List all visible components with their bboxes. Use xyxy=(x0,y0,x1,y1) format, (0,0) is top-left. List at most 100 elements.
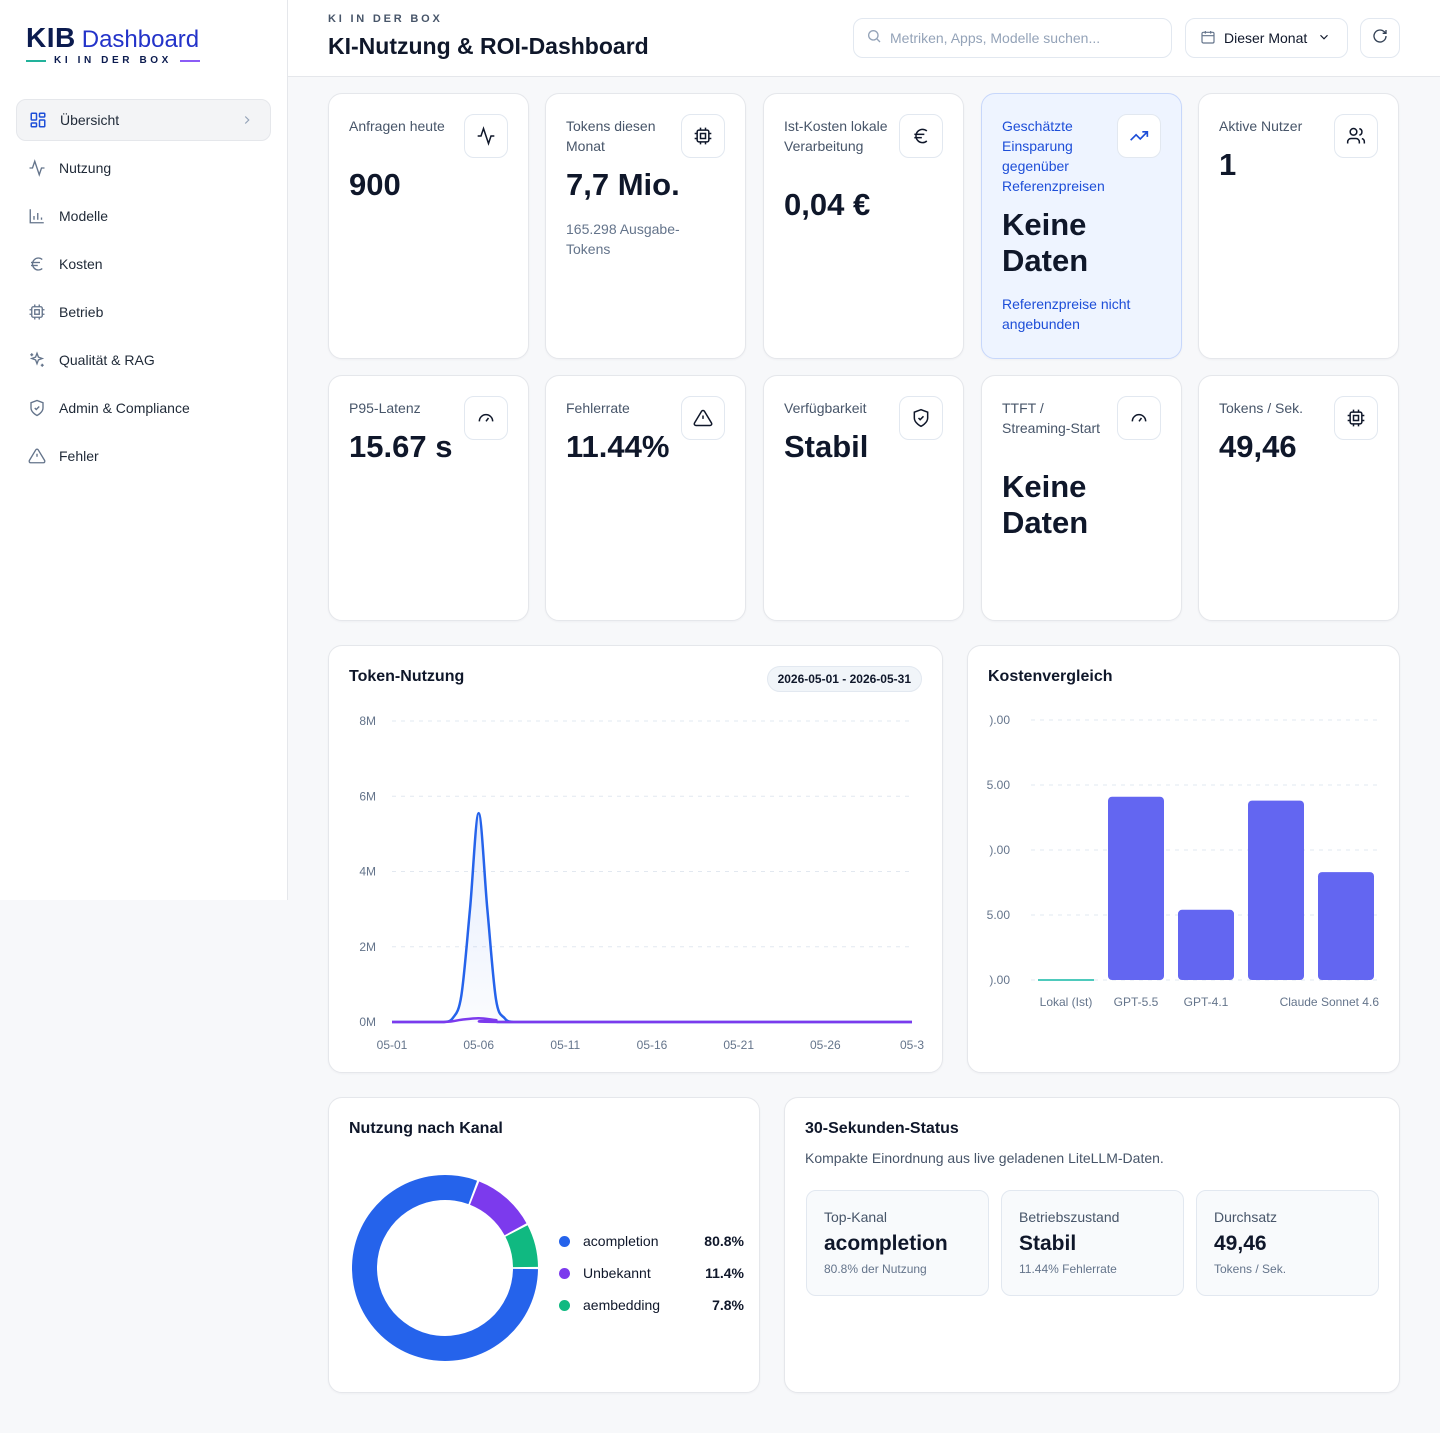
legend-percent: 11.4% xyxy=(705,1265,744,1281)
kpi-value: Keine Daten xyxy=(1002,469,1089,540)
kpi-label: P95-Latenz xyxy=(349,400,421,416)
kpi-value: 7,7 Mio. xyxy=(566,167,680,202)
kpi-value: 15.67 s xyxy=(349,429,453,464)
y-tick-label: 0M xyxy=(359,1015,376,1029)
trending-up-icon xyxy=(1117,114,1161,158)
sidebar-item-uebersicht[interactable]: Übersicht xyxy=(16,99,271,141)
kpi-card-einsparung[interactable]: Geschätzte Einsparung gegenüber Referenz… xyxy=(981,93,1182,359)
bar xyxy=(1108,796,1164,980)
search-box[interactable] xyxy=(853,18,1172,58)
legend-percent: 80.8% xyxy=(704,1233,744,1249)
sidebar-item-betrieb[interactable]: Betrieb xyxy=(16,291,271,333)
tile-label: Top-Kanal xyxy=(824,1209,888,1225)
x-tick-label: GPT-4.1 xyxy=(1184,995,1229,1009)
sidebar-item-label: Admin & Compliance xyxy=(59,400,190,416)
sidebar-item-label: Qualität & RAG xyxy=(59,352,155,368)
status-tile-top-kanal: Top-Kanal acompletion 80.8% der Nutzung xyxy=(806,1190,989,1296)
donut-slice xyxy=(505,1225,538,1268)
sidebar-item-fehler[interactable]: Fehler xyxy=(16,435,271,477)
calendar-icon xyxy=(1200,29,1216,48)
date-range-label: Dieser Monat xyxy=(1224,30,1308,46)
channel-usage-card: Nutzung nach Kanal acompletion 80.8% Unb… xyxy=(328,1097,760,1393)
kpi-card-aktive-nutzer[interactable]: Aktive Nutzer 1 xyxy=(1198,93,1399,359)
sidebar-item-qualitaet-rag[interactable]: Qualität & RAG xyxy=(16,339,271,381)
sidebar-item-nutzung[interactable]: Nutzung xyxy=(16,147,271,189)
brand-name: KIB xyxy=(26,22,76,53)
sidebar-item-label: Kosten xyxy=(59,256,103,272)
sparkles-icon xyxy=(28,351,46,369)
x-tick-label: 05-06 xyxy=(463,1038,494,1052)
tile-value: 49,46 xyxy=(1214,1232,1267,1255)
refresh-button[interactable] xyxy=(1360,18,1400,58)
y-tick-label: ).00 xyxy=(989,973,1010,987)
kpi-value: Keine Daten xyxy=(1002,207,1089,278)
legend-percent: 7.8% xyxy=(712,1297,744,1313)
kpi-card-tokens-monat[interactable]: Tokens diesen Monat 7,7 Mio. 165.298 Aus… xyxy=(545,93,746,359)
layout-grid-icon xyxy=(29,111,47,129)
kpi-card-ttft[interactable]: TTFT / Streaming-Start Keine Daten xyxy=(981,375,1182,621)
sidebar-item-label: Modelle xyxy=(59,208,109,224)
tile-subtext: 80.8% der Nutzung xyxy=(824,1262,927,1276)
kpi-card-p95-latenz[interactable]: P95-Latenz 15.67 s xyxy=(328,375,529,621)
kpi-card-tokens-sek[interactable]: Tokens / Sek. 49,46 xyxy=(1198,375,1399,621)
warning-icon xyxy=(681,396,725,440)
gauge-icon xyxy=(464,396,508,440)
kpi-subtext: Referenzpreise nicht angebunden xyxy=(1002,296,1131,332)
x-tick-label: Claude Sonnet 4.6 xyxy=(1280,995,1380,1009)
cost-comparison-card: Kostenvergleich ).00 5.00).00 5.00).00 Loka… xyxy=(967,645,1400,1073)
euro-icon xyxy=(899,114,943,158)
status-subtitle: Kompakte Einordnung aus live geladenen L… xyxy=(805,1150,1164,1166)
donut-slice xyxy=(470,1181,527,1236)
kpi-card-ist-kosten[interactable]: Ist-Kosten lokale Verarbeitung 0,04 € xyxy=(763,93,964,359)
search-input[interactable] xyxy=(890,30,1160,46)
sidebar-item-modelle[interactable]: Modelle xyxy=(16,195,271,237)
legend-item: aembedding 7.8% xyxy=(559,1289,744,1321)
kpi-card-verfuegbarkeit[interactable]: Verfügbarkeit Stabil xyxy=(763,375,964,621)
kpi-subtext: 165.298 Ausgabe-Tokens xyxy=(566,221,680,257)
x-tick-label: 05-01 xyxy=(377,1038,408,1052)
kpi-value: 11.44% xyxy=(566,429,670,464)
bar xyxy=(1248,800,1304,980)
bar xyxy=(1178,909,1234,980)
token-usage-chart: 0M 2M 4M 6M 8M 05-01 05-06 05-11 05-16 05-21 05-26… xyxy=(359,714,924,1052)
y-tick-label: 6M xyxy=(359,789,376,803)
shield-check-icon xyxy=(899,396,943,440)
kpi-value: 0,04 € xyxy=(784,187,871,222)
brand-product: Dashboard xyxy=(81,26,200,53)
tile-value: Stabil xyxy=(1019,1232,1077,1255)
channel-donut-chart xyxy=(352,1175,538,1361)
kpi-value: 900 xyxy=(349,167,401,202)
sidebar-item-label: Fehler xyxy=(59,448,99,464)
kpi-label: Fehlerrate xyxy=(566,400,630,416)
sidebar-item-label: Nutzung xyxy=(59,160,112,176)
cpu-icon xyxy=(1334,396,1378,440)
page-title: KI-Nutzung & ROI-Dashboard xyxy=(328,33,649,59)
activity-icon xyxy=(28,159,46,177)
chevron-right-icon xyxy=(240,113,254,127)
brand-logo[interactable]: KIB Dashboard KI IN DER BOX xyxy=(26,22,206,66)
euro-icon xyxy=(28,255,46,273)
sidebar-item-admin-compliance[interactable]: Admin & Compliance xyxy=(16,387,271,429)
y-tick-label: 2M xyxy=(359,940,376,954)
brand-line-right xyxy=(179,59,200,62)
y-tick-label: 8M xyxy=(359,714,376,728)
kpi-card-fehlerrate[interactable]: Fehlerrate 11.44% xyxy=(545,375,746,621)
bar-chart-icon xyxy=(28,207,46,225)
legend-swatch xyxy=(559,1299,570,1311)
series-line xyxy=(392,1016,912,1024)
status-tile-betriebszustand: Betriebszustand Stabil 11.44% Fehlerrate xyxy=(1001,1190,1184,1296)
cost-comparison-chart: ).00 5.00).00 5.00).00 Lokal (Ist) GPT-5.5 GP… xyxy=(987,713,1381,1009)
cpu-icon xyxy=(681,114,725,158)
x-tick-label: Lokal (Ist) xyxy=(1040,995,1093,1009)
sidebar: KIB Dashboard KI IN DER BOX Übersicht Nu… xyxy=(0,0,288,900)
sidebar-item-kosten[interactable]: Kosten xyxy=(16,243,271,285)
tile-subtext: Tokens / Sek. xyxy=(1214,1262,1287,1276)
x-tick-label: GPT-5.5 xyxy=(1114,995,1159,1009)
status-title: 30-Sekunden-Status xyxy=(805,1120,959,1137)
legend-swatch xyxy=(559,1267,570,1279)
kpi-card-anfragen-heute[interactable]: Anfragen heute 900 xyxy=(328,93,529,359)
tile-label: Betriebszustand xyxy=(1019,1209,1120,1225)
date-range-select[interactable]: Dieser Monat xyxy=(1185,18,1348,58)
chart-title: Nutzung nach Kanal xyxy=(349,1120,503,1137)
bar xyxy=(1318,872,1374,980)
